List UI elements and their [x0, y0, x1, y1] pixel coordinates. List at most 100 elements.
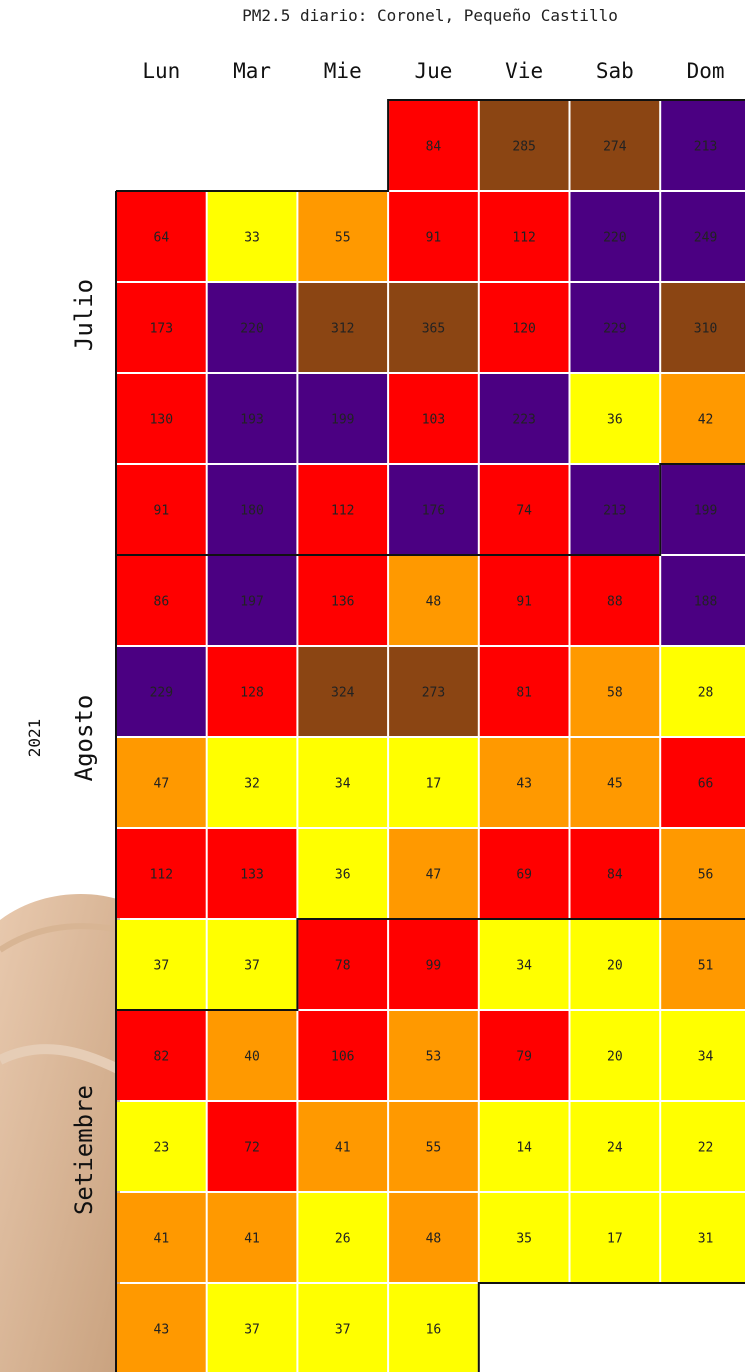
- day-value-label: 55: [335, 231, 351, 246]
- weekday-label: Lun: [142, 59, 180, 83]
- day-value-label: 193: [240, 413, 263, 428]
- day-value-label: 20: [607, 1050, 623, 1065]
- background-photo: [0, 894, 120, 1372]
- day-value-label: 48: [426, 1232, 442, 1247]
- day-cell: [661, 374, 745, 463]
- day-value-label: 58: [607, 686, 623, 701]
- month-label: Agosto: [70, 695, 98, 782]
- day-cell: [661, 283, 745, 372]
- day-cell: [570, 192, 660, 281]
- day-cell: [207, 1193, 297, 1282]
- day-value-label: 64: [154, 231, 170, 246]
- day-cell: [570, 465, 660, 554]
- day-value-label: 229: [603, 322, 626, 337]
- day-cell: [207, 192, 297, 281]
- day-cell: [117, 647, 206, 736]
- day-cell: [389, 1284, 478, 1372]
- day-cell: [298, 283, 388, 372]
- day-cell: [389, 556, 478, 645]
- day-value-label: 130: [150, 413, 173, 428]
- day-cell: [298, 647, 388, 736]
- day-cell: [207, 1102, 297, 1191]
- day-value-label: 223: [512, 413, 535, 428]
- day-value-label: 173: [150, 322, 173, 337]
- day-cell: [117, 374, 206, 463]
- day-value-label: 274: [603, 140, 627, 155]
- day-cell: [570, 920, 660, 1009]
- day-value-label: 53: [426, 1050, 442, 1065]
- day-value-label: 42: [698, 413, 714, 428]
- day-value-label: 20: [607, 959, 623, 974]
- month-boundary-line: [477, 1282, 745, 1372]
- day-cell: [661, 920, 745, 1009]
- day-cell: [117, 1102, 206, 1191]
- day-value-label: 365: [422, 322, 445, 337]
- day-cell: [298, 192, 388, 281]
- day-value-label: 112: [331, 504, 354, 519]
- day-value-label: 91: [154, 504, 170, 519]
- day-cell: [207, 829, 297, 918]
- day-value-label: 79: [516, 1050, 532, 1065]
- day-cell: [117, 465, 206, 554]
- month-label: Setiembre: [70, 1085, 98, 1215]
- day-cell: [479, 465, 569, 554]
- day-cell: [389, 192, 478, 281]
- weekday-label: Jue: [414, 59, 452, 83]
- day-value-label: 112: [150, 868, 173, 883]
- day-value-label: 197: [240, 595, 263, 610]
- day-cell: [389, 829, 478, 918]
- day-value-label: 24: [607, 1141, 623, 1156]
- day-value-label: 273: [422, 686, 445, 701]
- day-value-label: 56: [698, 868, 714, 883]
- day-cell: [207, 1284, 297, 1372]
- day-value-label: 199: [694, 504, 717, 519]
- day-cell: [298, 465, 388, 554]
- day-value-label: 88: [607, 595, 623, 610]
- day-cell: [661, 192, 745, 281]
- day-value-label: 188: [694, 595, 717, 610]
- day-cell: [117, 556, 206, 645]
- day-cell: [117, 1011, 206, 1100]
- day-cell: [570, 374, 660, 463]
- day-value-label: 81: [516, 686, 532, 701]
- day-cell: [570, 283, 660, 372]
- day-value-label: 91: [426, 231, 442, 246]
- day-value-label: 112: [512, 231, 535, 246]
- day-value-label: 34: [698, 1050, 714, 1065]
- day-cell: [570, 101, 660, 190]
- day-cell: [570, 738, 660, 827]
- day-value-label: 99: [426, 959, 442, 974]
- day-value-label: 41: [335, 1141, 351, 1156]
- day-cell: [661, 465, 745, 554]
- day-value-label: 35: [516, 1232, 532, 1247]
- day-cell: [570, 1193, 660, 1282]
- day-value-label: 176: [422, 504, 445, 519]
- day-cell: [298, 1193, 388, 1282]
- day-value-label: 220: [240, 322, 263, 337]
- day-cell: [479, 829, 569, 918]
- day-cell: [298, 1102, 388, 1191]
- day-cell: [479, 556, 569, 645]
- day-value-label: 37: [244, 959, 260, 974]
- day-value-label: 133: [240, 868, 263, 883]
- day-cell: [661, 1011, 745, 1100]
- day-cell: [570, 1102, 660, 1191]
- day-cell: [479, 192, 569, 281]
- day-cell: [570, 556, 660, 645]
- day-value-label: 17: [426, 777, 442, 792]
- weekday-label: Mie: [324, 59, 362, 83]
- day-value-label: 37: [335, 1323, 351, 1338]
- day-value-label: 128: [240, 686, 263, 701]
- day-value-label: 51: [698, 959, 714, 974]
- day-value-label: 120: [512, 322, 535, 337]
- day-cell: [479, 101, 569, 190]
- day-cell: [298, 1284, 388, 1372]
- weekday-label: Mar: [233, 59, 271, 83]
- day-cell: [479, 920, 569, 1009]
- day-cell: [207, 738, 297, 827]
- day-cell: [298, 556, 388, 645]
- day-cell: [298, 374, 388, 463]
- day-value-label: 82: [154, 1050, 170, 1065]
- day-cell: [207, 556, 297, 645]
- day-value-label: 43: [154, 1323, 170, 1338]
